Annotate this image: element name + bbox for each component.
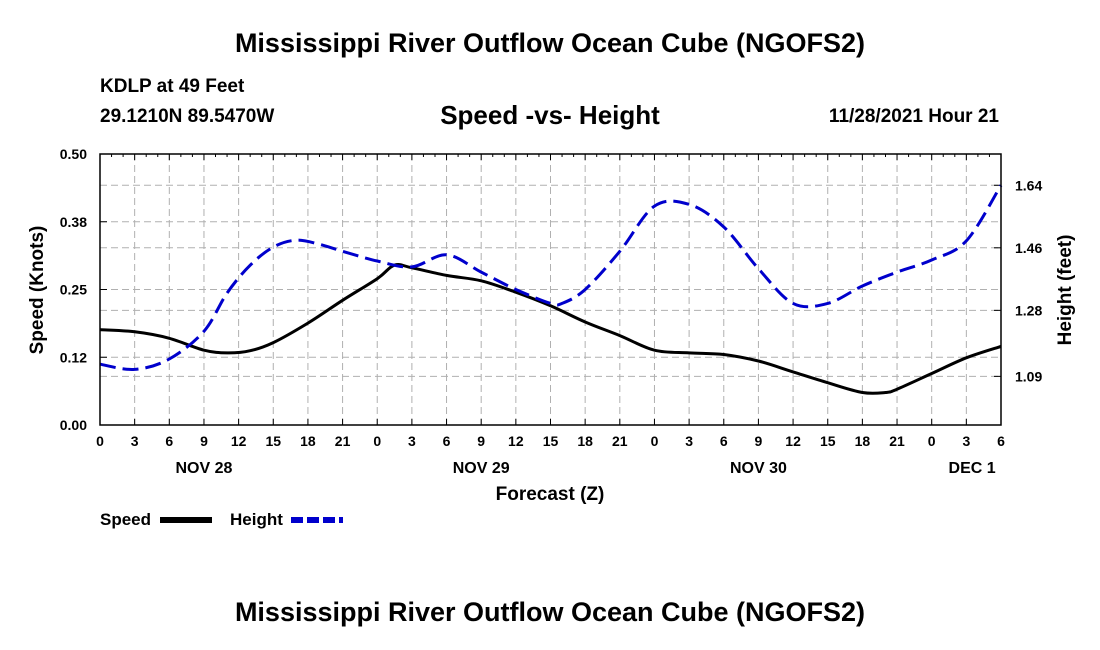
series-line-speed [99,263,1002,395]
x-tick-label: 6 [720,433,728,449]
y2-tick-label: 1.46 [1015,240,1042,256]
day-label: NOV 30 [730,460,787,477]
x-tick-label: 6 [165,433,173,449]
x-tick-label: 9 [477,433,485,449]
y2-tick-label: 1.28 [1015,302,1042,318]
x-tick-label: 15 [820,433,836,449]
x-tick-label: 18 [855,433,871,449]
x-tick-label: 15 [543,433,559,449]
x-tick-label: 12 [785,433,801,449]
legend-label-height: Height [230,510,283,529]
x-tick-label: 21 [889,433,905,449]
x-tick-label: 21 [335,433,351,449]
x-tick-label: 12 [508,433,524,449]
y-axis-title: Speed (Knots) [27,226,48,355]
x-tick-label: 6 [997,433,1005,449]
chart-subtitle: Speed -vs- Height [440,100,660,130]
x-tick-label: 6 [443,433,451,449]
x-axis-title: Forecast (Z) [496,484,605,505]
grid [100,154,1001,425]
day-label: DEC 1 [949,460,996,477]
x-tick-label: 3 [131,433,139,449]
x-tick-label: 0 [96,433,104,449]
x-tick-label: 3 [962,433,970,449]
forecast-datetime: 11/28/2021 Hour 21 [828,106,999,127]
x-tick-label: 3 [685,433,693,449]
legend: Speed Height [100,510,343,529]
x-tick-label: 0 [373,433,381,449]
x-tick-label: 0 [928,433,936,449]
y2-axis-title: Height (feet) [1055,235,1076,346]
x-tick-label: 18 [577,433,593,449]
y-tick-label: 0.50 [60,146,87,162]
series [99,184,1003,395]
y-tick-label: 0.12 [60,349,87,365]
day-label: NOV 29 [453,460,510,477]
station-label: KDLP at 49 Feet [100,76,245,97]
y-tick-label: 0.38 [60,214,87,230]
footer-title: Mississippi River Outflow Ocean Cube (NG… [234,597,866,627]
x-tick-label: 9 [200,433,208,449]
day-label: NOV 28 [176,460,233,477]
y2-tick-label: 1.09 [1015,368,1042,384]
series-line-height [99,184,1003,371]
coordinates-label: 29.1210N 89.5470W [100,106,275,127]
x-tick-label: 0 [651,433,659,449]
x-tick-label: 3 [408,433,416,449]
x-tick-label: 21 [612,433,628,449]
x-tick-label: 12 [231,433,247,449]
legend-label-speed: Speed [100,510,151,529]
y-tick-label: 0.00 [60,417,87,433]
chart-title: Mississippi River Outflow Ocean Cube (NG… [234,28,866,58]
x-tick-label: 18 [300,433,316,449]
tick-labels: 0 3 6 9 12 15 18 21 0 3 6 9 12 15 18 21 0 3 6 9 12 15 18 21 0 3 6N… [60,146,1043,477]
x-tick-label: 9 [755,433,763,449]
x-tick-label: 15 [265,433,281,449]
plot-frame [99,153,1002,426]
y2-tick-label: 1.64 [1015,177,1042,193]
y-tick-label: 0.25 [60,282,87,298]
